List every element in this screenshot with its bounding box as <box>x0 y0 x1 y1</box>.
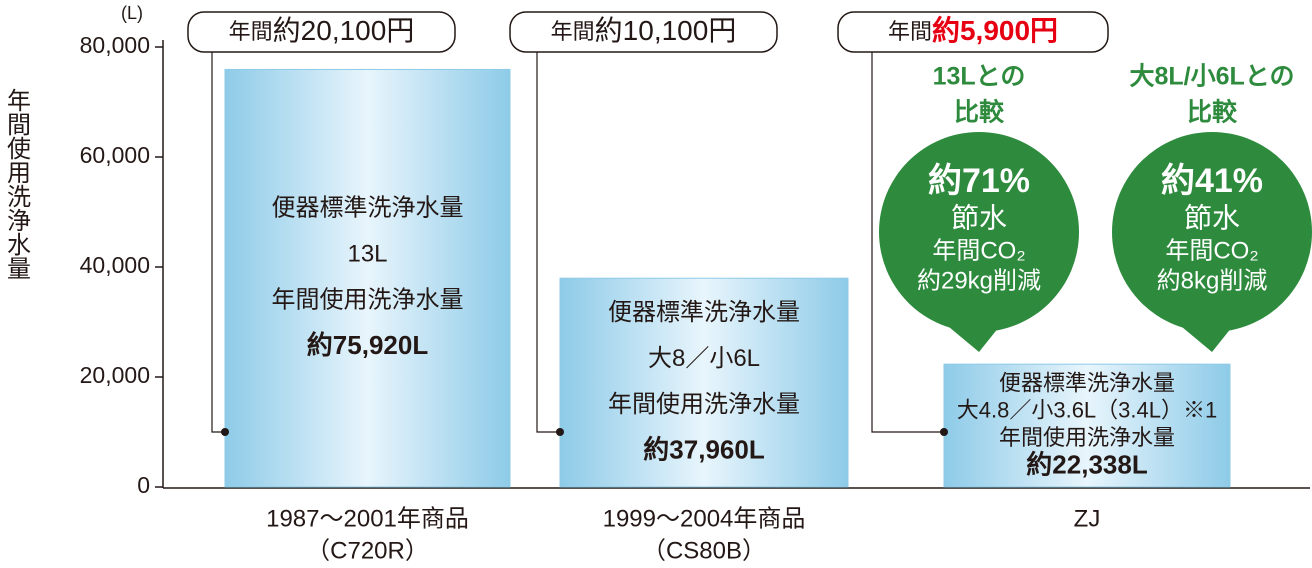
bar-note: 便器標準洗浄水量 <box>272 195 464 222</box>
bar <box>224 68 511 488</box>
bar <box>559 277 849 488</box>
y-tick-label: 60,000 <box>80 142 150 168</box>
comparison-bubble <box>1182 327 1232 352</box>
comparison-heading: 比較 <box>954 98 1005 127</box>
x-tick-label: ZJ <box>1074 505 1101 532</box>
value-label: 約75,920L <box>307 330 429 360</box>
cost-box <box>187 11 456 53</box>
comparison-text: 年間CO₂ <box>932 237 1025 264</box>
x-tick-label: 1999～2004年商品 <box>603 505 806 532</box>
connector <box>211 52 225 433</box>
x-tick-label: （C720R） <box>306 537 429 564</box>
cost-prefix: 年間 <box>888 19 932 44</box>
bar-note: 年間使用洗浄水量 <box>608 391 800 418</box>
y-axis-label: 年間使用洗浄水量 <box>3 88 31 280</box>
annual-cost: 年間約10,100円 <box>551 15 737 46</box>
cost-prefix: 年間 <box>551 19 595 44</box>
comparison-text: 年間CO₂ <box>1165 237 1258 264</box>
annual-cost: 年間約20,100円 <box>229 15 415 46</box>
bar-note: 便器標準洗浄水量 <box>999 370 1175 395</box>
connector-dot <box>940 428 948 436</box>
cost-amount: 約10,100円 <box>595 15 737 46</box>
value-label: 約37,960L <box>643 434 765 464</box>
connector <box>536 52 560 433</box>
annual-cost: 年間約5,900円 <box>888 14 1058 46</box>
comparison-bubble <box>879 132 1079 332</box>
y-tick-label: 40,000 <box>80 252 150 278</box>
comparison-bubble <box>949 327 999 352</box>
cost-amount: 約20,100円 <box>273 15 415 46</box>
bar-note: 便器標準洗浄水量 <box>608 299 800 326</box>
connector-dot <box>556 428 564 436</box>
value-label: 約22,338L <box>1026 449 1148 479</box>
bar <box>943 363 1231 488</box>
cost-box <box>837 11 1109 53</box>
comparison-text: 節水 <box>951 202 1007 233</box>
unit: (L) <box>121 3 143 23</box>
y-tick-label: 20,000 <box>80 362 150 388</box>
cost-box <box>509 11 778 53</box>
cost-prefix: 年間 <box>229 19 273 44</box>
comparison-heading: 大8L/小6Lとの <box>1129 63 1294 91</box>
comparison-heading: 比較 <box>1187 98 1238 127</box>
bar-note: 13L <box>347 241 387 268</box>
cost-amount: 約5,900円 <box>932 14 1058 46</box>
bar-note: 大8／小6L <box>648 345 760 372</box>
comparison-text: 節水 <box>1184 202 1240 233</box>
connector-dot <box>221 428 229 436</box>
bar-note: 年間使用洗浄水量 <box>999 425 1175 450</box>
comparison-heading: 13Lとの <box>933 63 1026 91</box>
comparison-text: 約8kg削減 <box>1157 267 1268 294</box>
bar-note: 大4.8／小3.6L（3.4L）※1 <box>957 398 1217 423</box>
y-tick-label: 0 <box>137 472 150 498</box>
connector <box>871 52 944 433</box>
comparison-bubble <box>1112 132 1312 332</box>
comparison-text: 約71% <box>928 162 1030 200</box>
bar-note: 年間使用洗浄水量 <box>272 287 464 314</box>
comparison-text: 約41% <box>1161 162 1263 200</box>
comparison-text: 約29kg削減 <box>917 267 1041 294</box>
x-tick-label: （CS80B） <box>642 537 766 564</box>
x-tick-label: 1987～2001年商品 <box>266 505 469 532</box>
y-tick-label: 80,000 <box>80 32 150 58</box>
